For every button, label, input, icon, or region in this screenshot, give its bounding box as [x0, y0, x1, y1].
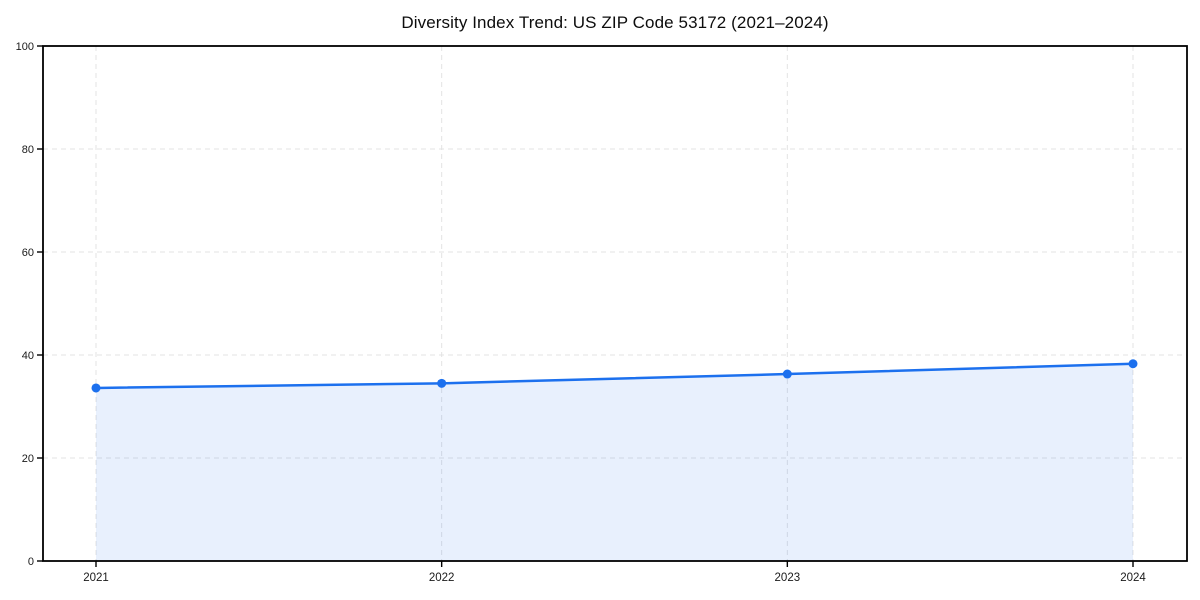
x-tick-label: 2021	[83, 572, 109, 584]
y-tick-label: 0	[28, 556, 34, 568]
y-tick-label: 20	[22, 453, 34, 465]
data-point	[782, 369, 792, 379]
x-tick-label: 2024	[1120, 572, 1146, 584]
x-tick-label: 2023	[775, 572, 801, 584]
data-point	[437, 378, 447, 388]
area-fill	[96, 363, 1133, 561]
y-tick-label: 40	[22, 350, 34, 362]
y-tick-label: 80	[22, 144, 34, 156]
y-tick-label: 100	[16, 41, 34, 53]
y-tick-label: 60	[22, 247, 34, 259]
data-point	[1128, 359, 1138, 369]
plot-border	[42, 45, 1188, 562]
data-point	[91, 383, 101, 393]
x-tick-label: 2022	[429, 572, 455, 584]
chart-title: Diversity Index Trend: US ZIP Code 53172…	[401, 13, 829, 32]
trend-line	[94, 362, 1135, 390]
